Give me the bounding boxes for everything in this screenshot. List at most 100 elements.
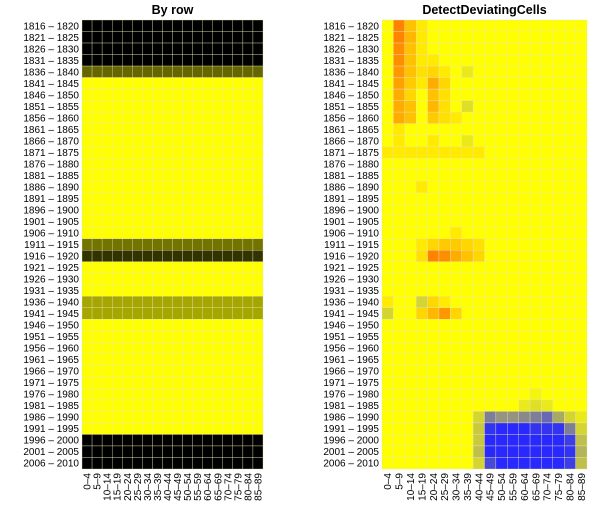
heatmap-cell-deviating-7-4 — [427, 100, 440, 113]
heatmap-cell-deviating-11-3 — [415, 146, 428, 159]
heatmap-cell-deviating-6-5 — [438, 88, 451, 101]
heatmap-cell-deviating-9-15 — [552, 123, 565, 136]
heatmap-cell-by-row-19-8 — [162, 238, 173, 251]
heatmap-cell-by-row-34-17 — [252, 411, 264, 424]
heatmap-cell-deviating-38-2 — [404, 457, 417, 470]
heatmap-cell-by-row-2-4 — [122, 42, 133, 55]
heatmap-cell-by-row-7-2 — [101, 100, 113, 113]
heatmap-cell-deviating-9-4 — [427, 123, 440, 136]
column-label-by-row-1: 5–9 — [93, 473, 104, 490]
heatmap-cell-by-row-32-2 — [101, 388, 113, 401]
heatmap-cell-by-row-4-9 — [172, 65, 183, 78]
heatmap-cell-by-row-19-3 — [111, 238, 123, 251]
heatmap-cell-deviating-23-14 — [541, 284, 554, 297]
heatmap-cell-by-row-17-16 — [242, 215, 254, 228]
heatmap-cell-by-row-33-12 — [202, 399, 213, 412]
heatmap-cell-by-row-18-13 — [212, 227, 223, 239]
heatmap-cell-deviating-36-12 — [518, 434, 531, 447]
heatmap-cell-by-row-2-13 — [212, 42, 223, 55]
chart-title-by-row: By row — [152, 3, 194, 17]
heatmap-cell-by-row-11-4 — [122, 146, 133, 159]
heatmap-cell-deviating-31-17 — [575, 376, 588, 389]
heatmap-cell-by-row-31-13 — [212, 376, 223, 389]
heatmap-cell-deviating-8-15 — [552, 111, 565, 124]
heatmap-cell-deviating-24-17 — [575, 296, 588, 308]
heatmap-cell-deviating-2-10 — [495, 42, 508, 55]
heatmap-cell-deviating-0-2 — [404, 19, 417, 32]
heatmap-cell-by-row-20-16 — [242, 250, 254, 262]
heatmap-cell-deviating-20-9 — [484, 250, 497, 262]
heatmap-cell-deviating-25-10 — [495, 307, 508, 320]
heatmap-cell-deviating-7-15 — [552, 100, 565, 113]
heatmap-cell-deviating-5-9 — [484, 77, 497, 90]
heatmap-cell-deviating-33-11 — [507, 399, 519, 412]
heatmap-cell-deviating-24-13 — [529, 296, 542, 308]
column-label-deviating-6: 30–34 — [452, 473, 463, 501]
heatmap-cell-by-row-26-15 — [232, 319, 244, 332]
heatmap-cell-by-row-18-5 — [132, 227, 143, 239]
heatmap-cell-deviating-2-6 — [450, 42, 462, 55]
heatmap-cell-by-row-36-6 — [142, 434, 153, 447]
heatmap-cell-deviating-21-14 — [541, 261, 554, 274]
heatmap-cell-by-row-37-13 — [212, 445, 223, 458]
heatmap-cell-by-row-30-7 — [152, 365, 163, 378]
heatmap-cell-by-row-22-6 — [142, 273, 153, 285]
heatmap-cell-by-row-30-9 — [172, 365, 183, 378]
heatmap-cell-by-row-18-3 — [111, 227, 123, 239]
heatmap-cell-by-row-35-3 — [111, 422, 123, 435]
heatmap-cell-deviating-28-6 — [450, 342, 462, 355]
heatmap-cell-by-row-34-0 — [81, 411, 93, 424]
heatmap-cell-by-row-31-9 — [172, 376, 183, 389]
heatmap-cell-by-row-23-1 — [91, 284, 103, 297]
heatmap-cell-by-row-37-15 — [232, 445, 244, 458]
heatmap-cell-deviating-28-10 — [495, 342, 508, 355]
heatmap-cell-deviating-20-17 — [575, 250, 588, 262]
row-label-by-row-7: 1851 – 1855 — [23, 102, 79, 113]
heatmap-cell-deviating-24-1 — [393, 296, 405, 308]
heatmap-cell-deviating-21-13 — [529, 261, 542, 274]
heatmap-cell-by-row-5-14 — [222, 77, 234, 90]
heatmap-cell-deviating-10-10 — [495, 134, 508, 147]
heatmap-cell-by-row-37-1 — [91, 445, 103, 458]
heatmap-cell-deviating-13-16 — [564, 169, 576, 182]
heatmap-cell-deviating-5-13 — [529, 77, 542, 90]
heatmap-cell-deviating-5-15 — [552, 77, 565, 90]
row-label-deviating-18: 1906 – 1910 — [323, 228, 379, 239]
heatmap-cell-by-row-7-5 — [132, 100, 143, 113]
heatmap-cell-by-row-20-17 — [252, 250, 264, 262]
heatmap-cell-deviating-14-9 — [484, 181, 497, 193]
heatmap-cell-deviating-2-7 — [461, 42, 474, 55]
heatmap-cell-deviating-29-11 — [507, 353, 519, 366]
heatmap-cell-deviating-16-9 — [484, 204, 497, 216]
column-label-by-row-11: 55–59 — [193, 473, 204, 501]
heatmap-cell-by-row-7-16 — [242, 100, 254, 113]
heatmap-cell-by-row-4-14 — [222, 65, 234, 78]
heatmap-cell-by-row-21-9 — [172, 261, 183, 274]
row-label-deviating-5: 1841 – 1845 — [323, 79, 379, 90]
heatmap-cell-by-row-12-11 — [192, 157, 203, 170]
heatmap-cell-deviating-2-3 — [415, 42, 428, 55]
heatmap-cell-deviating-29-4 — [427, 353, 440, 366]
heatmap-cell-deviating-5-10 — [495, 77, 508, 90]
row-label-by-row-30: 1966 – 1970 — [23, 367, 79, 378]
heatmap-cell-by-row-3-5 — [132, 54, 143, 67]
heatmap-cell-deviating-35-11 — [507, 422, 519, 435]
heatmap-cell-by-row-25-11 — [192, 307, 203, 320]
heatmap-cell-by-row-11-12 — [202, 146, 213, 159]
heatmap-cell-by-row-16-0 — [81, 204, 93, 216]
heatmap-cell-deviating-2-4 — [427, 42, 440, 55]
heatmap-cell-deviating-18-12 — [518, 227, 531, 239]
heatmap-cell-by-row-33-11 — [192, 399, 203, 412]
heatmap-cell-by-row-10-6 — [142, 134, 153, 147]
heatmap-cell-deviating-27-3 — [415, 330, 428, 343]
row-label-by-row-32: 1976 – 1980 — [23, 390, 79, 401]
heatmap-cell-deviating-36-6 — [450, 434, 462, 447]
heatmap-cell-deviating-27-0 — [381, 330, 394, 343]
heatmap-cell-by-row-15-16 — [242, 192, 254, 205]
heatmap-cell-deviating-14-7 — [461, 181, 474, 193]
heatmap-cell-deviating-3-13 — [529, 54, 542, 67]
heatmap-cell-deviating-17-13 — [529, 215, 542, 228]
heatmap-cell-deviating-20-12 — [518, 250, 531, 262]
heatmap-cell-by-row-15-12 — [202, 192, 213, 205]
column-label-deviating-7: 35–39 — [463, 473, 474, 501]
